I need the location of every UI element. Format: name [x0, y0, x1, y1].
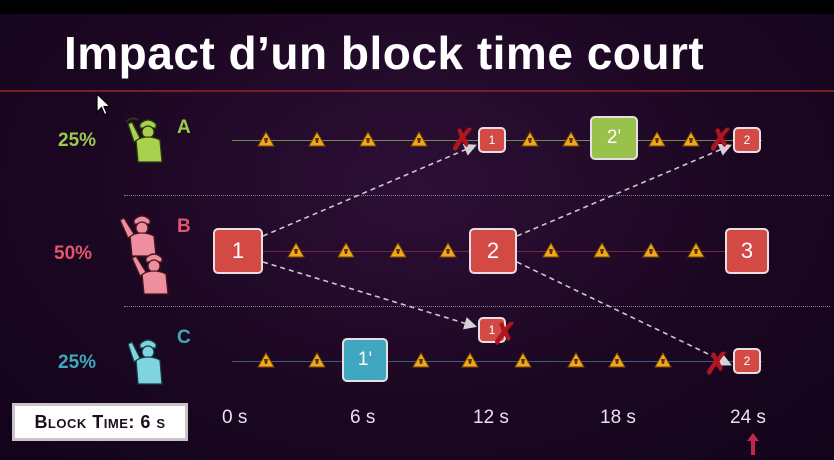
block-a-1: 1 [478, 127, 506, 153]
warning-icon [682, 131, 700, 147]
miner-a-icon [126, 117, 163, 163]
chain-line-c [232, 361, 762, 362]
warning-icon [608, 352, 626, 368]
pointer-cursor-icon [96, 93, 112, 116]
cross-icon: ✗ [708, 124, 734, 157]
block-time-label: Block Time: 6 s [34, 411, 166, 432]
cross-icon: ✗ [704, 348, 730, 381]
block-b-2: 2 [469, 228, 517, 274]
miner-b-icon [119, 215, 169, 295]
warning-icon [514, 352, 532, 368]
axis-tick: 12 s [473, 407, 509, 428]
warning-icon [461, 352, 479, 368]
miner-c-letter: C [177, 327, 191, 348]
miner-b-percent: 50% [54, 243, 93, 264]
miner-c-percent: 25% [58, 352, 97, 373]
miner-b-letter: B [177, 216, 191, 237]
title-divider [0, 90, 834, 92]
cross-icon: ✗ [492, 318, 518, 351]
warning-icon [654, 352, 672, 368]
block-b-3: 3 [725, 228, 769, 274]
warning-icon [439, 242, 457, 258]
warning-icon [308, 131, 326, 147]
warning-icon [308, 352, 326, 368]
warning-icon [642, 242, 660, 258]
up-arrow-icon [747, 433, 759, 455]
warning-icon [257, 131, 275, 147]
axis-tick: 0 s [222, 407, 248, 428]
warning-icon [562, 131, 580, 147]
warning-icon [542, 242, 560, 258]
miner-a-percent: 25% [58, 130, 97, 151]
axis-tick: 6 s [350, 407, 376, 428]
block-time-badge: Block Time: 6 s [12, 403, 188, 441]
row-separator [124, 306, 830, 307]
row-separator [124, 195, 830, 196]
cross-icon: ✗ [450, 124, 476, 157]
warning-icon [410, 131, 428, 147]
block-c-2: 2 [733, 348, 761, 374]
warning-icon [287, 242, 305, 258]
block-b-1: 1 [213, 228, 263, 274]
warning-icon [687, 242, 705, 258]
block-c-1-prime: 1' [342, 338, 388, 382]
warning-icon [567, 352, 585, 368]
warning-icon [412, 352, 430, 368]
block-a-2: 2 [733, 127, 761, 153]
warning-icon [593, 242, 611, 258]
block-a-2-prime: 2' [590, 116, 638, 160]
warning-icon [359, 131, 377, 147]
miner-c-icon [127, 339, 163, 385]
warning-icon [337, 242, 355, 258]
warning-icon [389, 242, 407, 258]
warning-icon [521, 131, 539, 147]
top-strip [0, 0, 834, 14]
warning-icon [648, 131, 666, 147]
miner-a-letter: A [177, 117, 191, 138]
block-c-1: 1 [478, 317, 506, 343]
axis-tick: 24 s [730, 407, 766, 428]
warning-icon [257, 352, 275, 368]
slide-title: Impact d’un block time court [64, 27, 705, 79]
axis-tick: 18 s [600, 407, 636, 428]
